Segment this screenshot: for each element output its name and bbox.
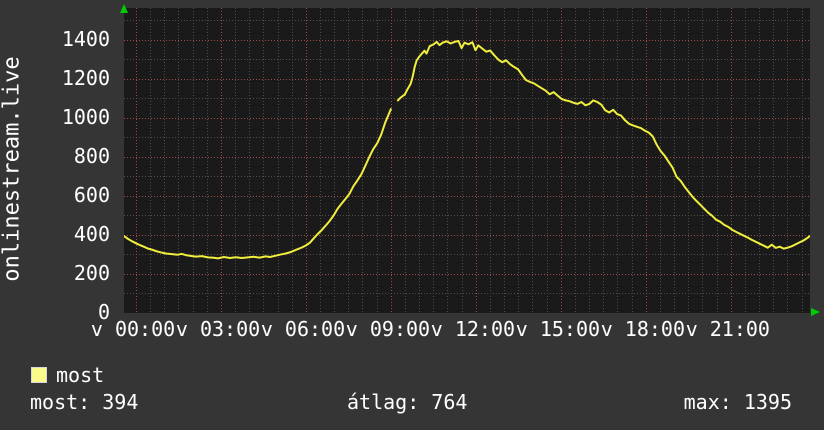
y-tick-label: 800 [73,143,110,168]
y-tick-label: 1200 [61,65,110,90]
x-tick-label: v 09:00 [345,317,431,341]
x-tick-label: v 15:00 [515,317,601,341]
legend-swatch-icon [31,367,47,383]
x-tick-label: v 03:00 [175,317,261,341]
y-tick-label: 0 [97,300,110,324]
y-tick-label: 1000 [61,104,110,129]
y-tick-label: 400 [73,221,110,246]
stat-average: átlag: 764 [347,390,468,414]
plot-area [124,8,810,313]
x-tick-label: v 18:00 [600,317,686,341]
legend: most [31,363,104,387]
chart-svg [124,8,810,313]
y-tick-label: 1400 [61,26,110,51]
legend-label: most [56,363,105,387]
stat-now: most: 394 [30,390,139,414]
x-tick-label: v 21:00 [685,317,770,341]
x-axis-arrow-icon [811,308,820,316]
y-tick-label: 200 [73,260,110,285]
y-axis-arrow-icon [120,4,128,13]
x-tick-label: v 06:00 [260,317,346,341]
x-tick-label: v 00:00 [90,317,176,341]
stat-max: max: 1395 [683,390,792,414]
x-tick-label: v 12:00 [430,317,516,341]
series-most [396,40,810,250]
summary-stats: most: 394 átlag: 764 max: 1395 [0,390,824,414]
y-axis-title: onlinestream.live [0,56,25,282]
y-tick-label: 600 [73,182,110,207]
series-most [124,108,392,260]
